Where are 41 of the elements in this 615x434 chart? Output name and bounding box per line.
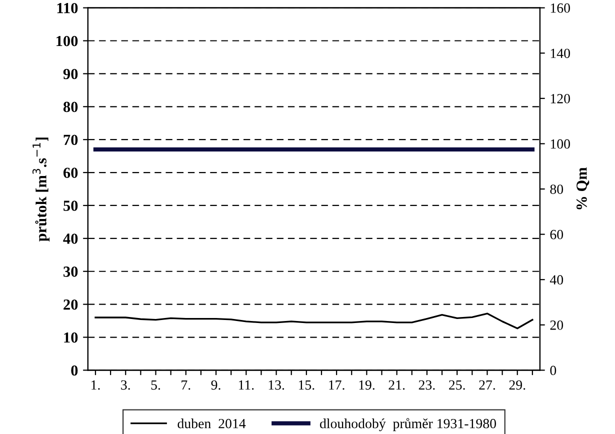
y-tick-label: 40 xyxy=(63,234,78,244)
legend-label: dlouhodobý průměr 1931-1980 xyxy=(320,418,496,432)
x-tick-label: 17. xyxy=(329,380,344,390)
y-axis-title: průtok [m$^{3}$.s$^{−1}$] xyxy=(32,138,50,242)
y2-tick-label: 100 xyxy=(550,139,570,149)
x-tick-label: 25. xyxy=(449,380,465,390)
x-tick-label: 15. xyxy=(298,380,314,390)
x-tick-label: 19. xyxy=(359,380,374,390)
x-tick-label: 1. xyxy=(91,380,100,390)
y-tick-label: 50 xyxy=(64,200,78,211)
y-tick-label: 90 xyxy=(63,68,78,80)
y-tick-label: 100 xyxy=(56,36,78,46)
x-tick-label: 11. xyxy=(238,380,254,390)
x-tick-label: 13. xyxy=(268,380,284,390)
y-tick-label: 80 xyxy=(63,102,78,112)
y2-tick-label: 160 xyxy=(550,3,570,13)
x-tick-label: 21. xyxy=(388,380,405,390)
legend-label: duben 2014 xyxy=(178,418,246,428)
y2-axis-title: % Qm xyxy=(576,167,590,210)
y2-tick-label: 0 xyxy=(550,366,556,376)
y2-tick-label: 80 xyxy=(550,184,564,194)
line-series xyxy=(94,312,534,330)
y2-tick-label: 140 xyxy=(550,48,570,58)
x-tick-label: 29. xyxy=(509,380,526,390)
y2-tick-label: 20 xyxy=(550,320,564,330)
y-tick-label: 70 xyxy=(64,134,78,146)
y-tick-label: 20 xyxy=(64,299,78,310)
y-tick-label: 0 xyxy=(71,365,78,376)
x-tick-label: 3. xyxy=(121,380,130,390)
y2-tick-label: 40 xyxy=(550,275,564,285)
y-tick-label: 10 xyxy=(64,332,78,343)
x-tick-label: 9. xyxy=(211,380,220,390)
y-tick-label: 110 xyxy=(57,2,78,14)
y2-tick-label: 60 xyxy=(550,230,564,240)
y2-tick-label: 120 xyxy=(550,94,570,104)
y-tick-label: 30 xyxy=(64,266,78,277)
x-tick-label: 5. xyxy=(151,380,160,390)
x-tick-label: 23. xyxy=(418,380,435,390)
y-tick-label: 60 xyxy=(63,168,78,178)
x-tick-label: 27. xyxy=(479,380,495,390)
x-tick-label: 7. xyxy=(182,380,190,390)
